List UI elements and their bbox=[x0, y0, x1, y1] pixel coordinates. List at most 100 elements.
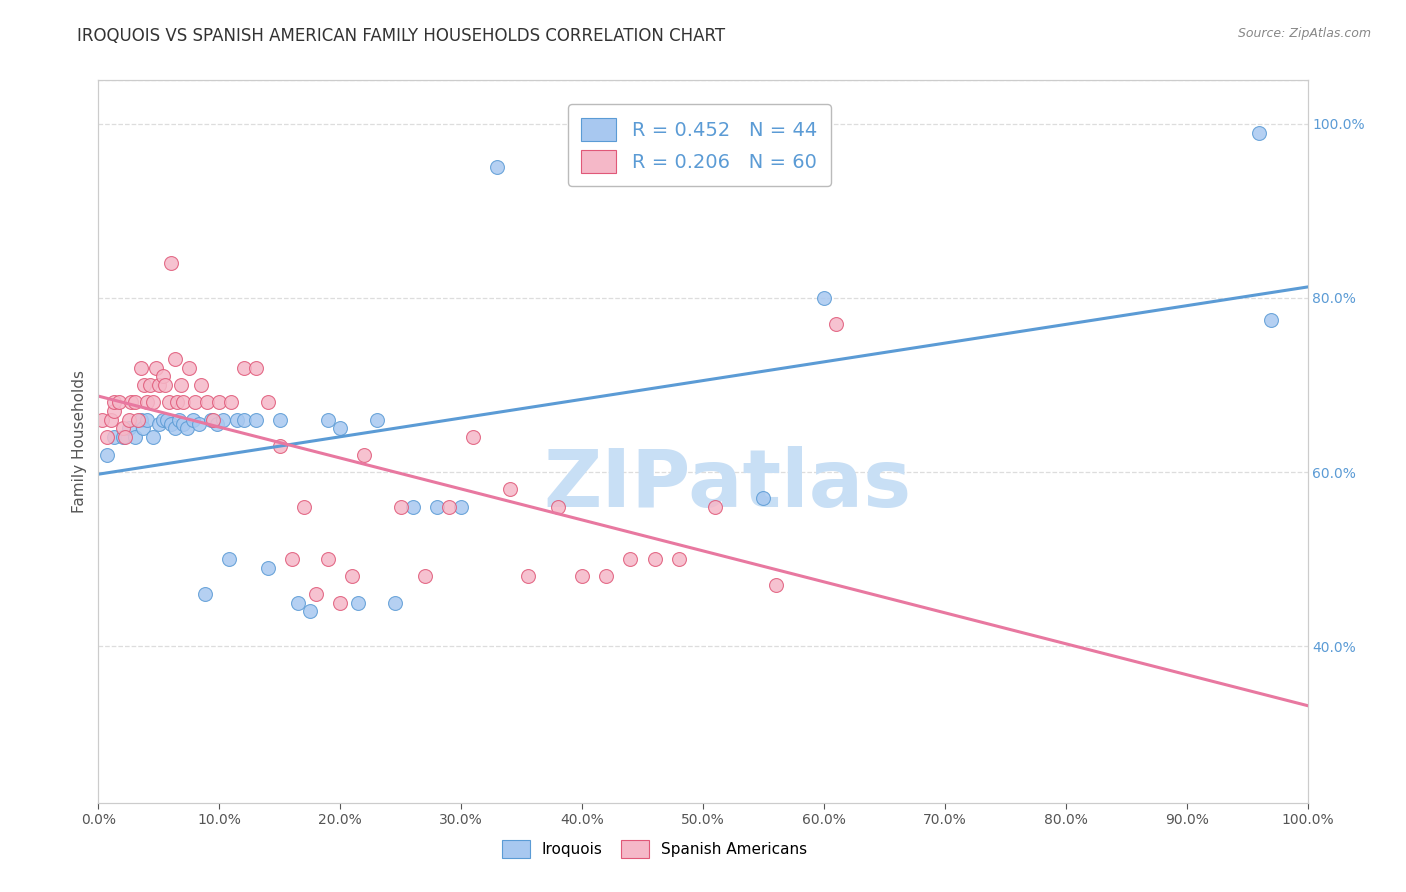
Point bbox=[353, 448, 375, 462]
Point bbox=[498, 483, 520, 497]
Point bbox=[389, 500, 412, 514]
Point bbox=[316, 413, 339, 427]
Point bbox=[181, 413, 204, 427]
Point bbox=[226, 413, 249, 427]
Point bbox=[152, 369, 174, 384]
Point bbox=[124, 430, 146, 444]
Point bbox=[450, 500, 472, 514]
Point bbox=[329, 596, 352, 610]
Point bbox=[172, 395, 194, 409]
Point bbox=[347, 596, 370, 610]
Point bbox=[571, 569, 593, 583]
Point bbox=[114, 430, 136, 444]
Point bbox=[96, 448, 118, 462]
Point bbox=[292, 500, 315, 514]
Point bbox=[269, 439, 291, 453]
Point bbox=[463, 430, 485, 444]
Point bbox=[595, 569, 617, 583]
Point bbox=[426, 500, 449, 514]
Point bbox=[148, 417, 170, 431]
Point bbox=[118, 421, 141, 435]
Point bbox=[134, 378, 156, 392]
Point bbox=[305, 587, 328, 601]
Point bbox=[111, 421, 134, 435]
Point bbox=[281, 552, 304, 566]
Point bbox=[813, 291, 835, 305]
Point bbox=[176, 421, 198, 435]
Point bbox=[212, 413, 235, 427]
Point bbox=[163, 421, 186, 435]
Point bbox=[129, 360, 152, 375]
Point bbox=[157, 395, 180, 409]
Point bbox=[120, 395, 142, 409]
Text: Source: ZipAtlas.com: Source: ZipAtlas.com bbox=[1237, 27, 1371, 40]
Point bbox=[132, 421, 155, 435]
Point bbox=[516, 569, 538, 583]
Point bbox=[145, 360, 167, 375]
Point bbox=[194, 587, 217, 601]
Point bbox=[221, 395, 243, 409]
Point bbox=[195, 395, 218, 409]
Point bbox=[163, 351, 186, 366]
Point bbox=[256, 561, 278, 575]
Point bbox=[486, 161, 509, 175]
Point bbox=[179, 360, 201, 375]
Point bbox=[232, 413, 254, 427]
Point bbox=[100, 413, 122, 427]
Point bbox=[287, 596, 309, 610]
Point bbox=[139, 378, 162, 392]
Point bbox=[135, 413, 157, 427]
Point bbox=[187, 417, 209, 431]
Point bbox=[1260, 312, 1282, 326]
Point bbox=[668, 552, 690, 566]
Point bbox=[402, 500, 425, 514]
Point bbox=[91, 413, 114, 427]
Point bbox=[184, 395, 207, 409]
Point bbox=[765, 578, 787, 592]
Point bbox=[129, 413, 152, 427]
Point bbox=[256, 395, 278, 409]
Point bbox=[413, 569, 436, 583]
Point bbox=[124, 395, 146, 409]
Point bbox=[232, 360, 254, 375]
Point bbox=[118, 413, 141, 427]
Point bbox=[316, 552, 339, 566]
Point bbox=[1249, 126, 1271, 140]
Point bbox=[218, 552, 240, 566]
Text: ZIPatlas: ZIPatlas bbox=[543, 446, 911, 524]
Point bbox=[108, 395, 131, 409]
Point bbox=[190, 378, 212, 392]
Point bbox=[153, 378, 176, 392]
Point bbox=[169, 378, 191, 392]
Point bbox=[142, 430, 165, 444]
Point bbox=[200, 413, 222, 427]
Point bbox=[169, 413, 191, 427]
Point bbox=[152, 413, 174, 427]
Point bbox=[166, 395, 188, 409]
Point bbox=[202, 413, 225, 427]
Point bbox=[205, 417, 228, 431]
Point bbox=[208, 395, 231, 409]
Point bbox=[160, 256, 183, 270]
Point bbox=[142, 395, 165, 409]
Point bbox=[342, 569, 364, 583]
Point bbox=[384, 596, 406, 610]
Point bbox=[111, 430, 134, 444]
Point bbox=[619, 552, 641, 566]
Point bbox=[752, 491, 775, 505]
Point bbox=[825, 317, 848, 331]
Point bbox=[644, 552, 666, 566]
Point bbox=[172, 417, 194, 431]
Point bbox=[148, 378, 170, 392]
Point bbox=[103, 430, 125, 444]
Point bbox=[299, 604, 322, 618]
Y-axis label: Family Households: Family Households bbox=[72, 370, 87, 513]
Point bbox=[547, 500, 569, 514]
Point bbox=[704, 500, 727, 514]
Point bbox=[103, 404, 125, 418]
Point bbox=[245, 413, 267, 427]
Point bbox=[366, 413, 388, 427]
Point bbox=[103, 395, 125, 409]
Point bbox=[96, 430, 118, 444]
Legend: Iroquois, Spanish Americans: Iroquois, Spanish Americans bbox=[496, 834, 813, 863]
